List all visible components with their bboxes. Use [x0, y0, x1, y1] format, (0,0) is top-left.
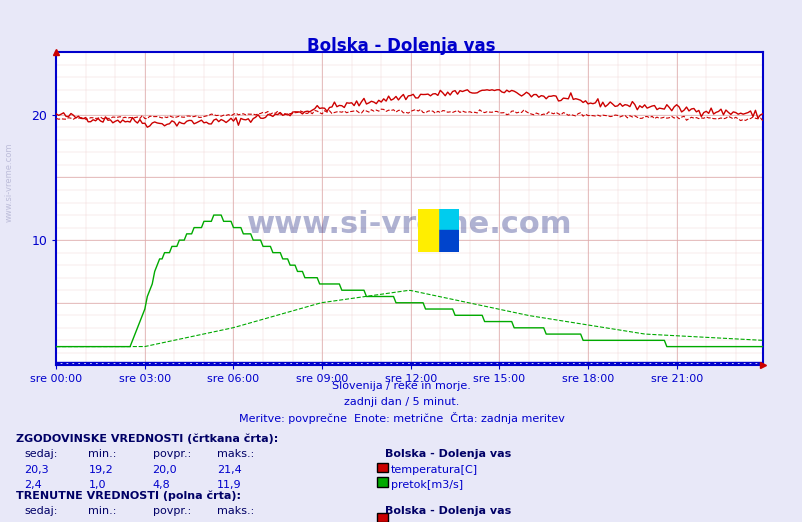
Text: povpr.:: povpr.:: [152, 449, 191, 459]
Text: 21,4: 21,4: [217, 465, 241, 474]
Text: Bolska - Dolenja vas: Bolska - Dolenja vas: [385, 449, 511, 459]
Text: Slovenija / reke in morje.: Slovenija / reke in morje.: [332, 381, 470, 391]
Text: www.si-vreme.com: www.si-vreme.com: [5, 143, 14, 222]
Text: sedaj:: sedaj:: [24, 506, 58, 516]
Text: sedaj:: sedaj:: [24, 449, 58, 459]
Text: TRENUTNE VREDNOSTI (polna črta):: TRENUTNE VREDNOSTI (polna črta):: [16, 491, 241, 501]
Text: www.si-vreme.com: www.si-vreme.com: [246, 210, 572, 239]
Text: 11,9: 11,9: [217, 480, 241, 490]
Text: 19,2: 19,2: [88, 465, 113, 474]
Text: pretok[m3/s]: pretok[m3/s]: [391, 480, 463, 490]
Text: Meritve: povprečne  Enote: metrične  Črta: zadnja meritev: Meritve: povprečne Enote: metrične Črta:…: [238, 412, 564, 424]
Text: zadnji dan / 5 minut.: zadnji dan / 5 minut.: [343, 397, 459, 407]
Text: temperatura[C]: temperatura[C]: [391, 465, 477, 474]
Text: 20,3: 20,3: [24, 465, 49, 474]
Text: Bolska - Dolenja vas: Bolska - Dolenja vas: [307, 37, 495, 54]
Text: 4,8: 4,8: [152, 480, 170, 490]
Text: Bolska - Dolenja vas: Bolska - Dolenja vas: [385, 506, 511, 516]
Text: maks.:: maks.:: [217, 506, 253, 516]
Text: maks.:: maks.:: [217, 449, 253, 459]
Text: 1,0: 1,0: [88, 480, 106, 490]
Text: povpr.:: povpr.:: [152, 506, 191, 516]
Text: 2,4: 2,4: [24, 480, 42, 490]
Text: min.:: min.:: [88, 506, 116, 516]
Text: ZGODOVINSKE VREDNOSTI (črtkana črta):: ZGODOVINSKE VREDNOSTI (črtkana črta):: [16, 433, 278, 444]
Text: min.:: min.:: [88, 449, 116, 459]
Text: 20,0: 20,0: [152, 465, 177, 474]
